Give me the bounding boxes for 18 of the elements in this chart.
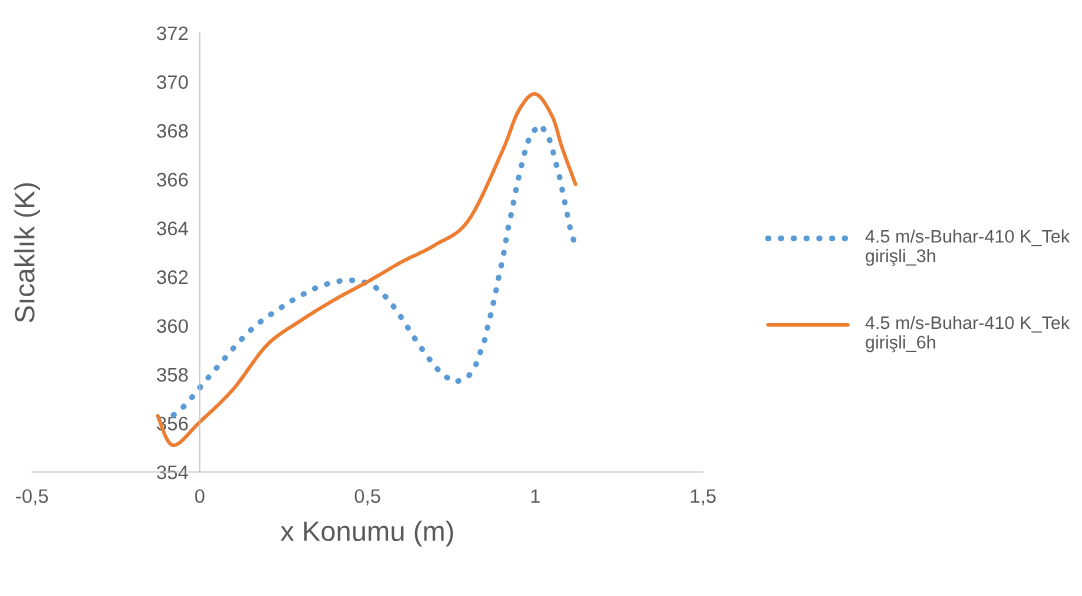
y-axis-title: Sıcaklık (K) [14,183,41,323]
y-tick-label: 366 [156,172,188,187]
x-tick-label: 1,5 [690,489,716,506]
x-tick-label: 0,5 [354,489,381,506]
y-tick-label: 372 [156,26,188,41]
legend-label: 4.5 m/s-Buhar-410 K_Tek girişli_6h [865,315,1070,353]
y-tick-label: 360 [156,319,188,333]
legend-label: 4.5 m/s-Buhar-410 K_Tek girişli_3h [865,229,1070,266]
y-tick-label: 368 [156,124,188,138]
x-tick-label: 1 [531,489,540,503]
y-tick-label: 364 [156,221,189,236]
y-tick-label: 362 [156,270,188,285]
x-axis-title: x Konumu (m) [280,520,453,547]
x-tick-label: -0,5 [16,489,48,506]
y-tick-label: 358 [156,367,188,382]
y-tick-label: 354 [156,465,189,480]
y-tick-label: 370 [156,75,188,90]
x-tick-label: 0 [195,489,205,503]
